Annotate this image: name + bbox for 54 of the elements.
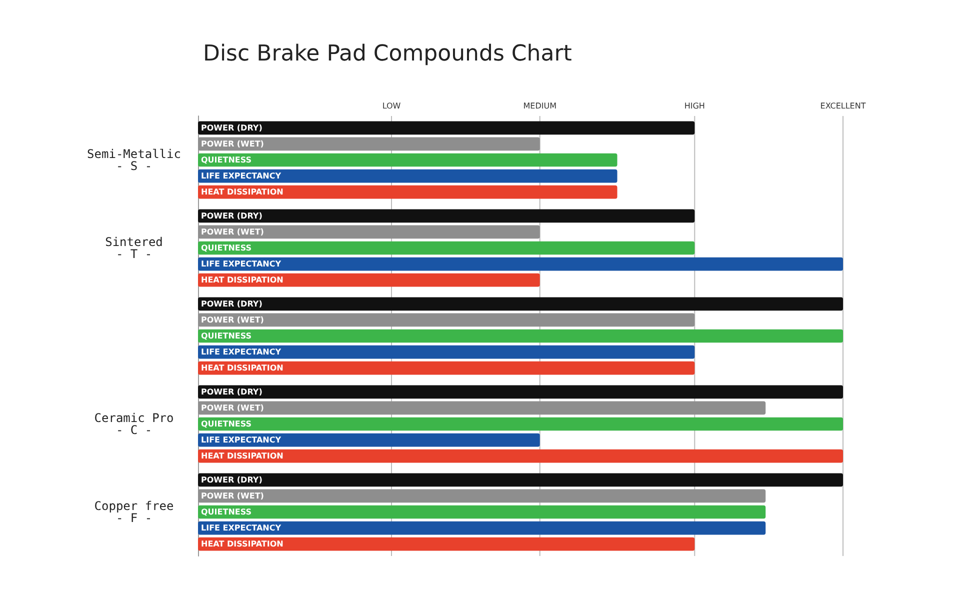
text: POWER (WET) bbox=[201, 227, 264, 236]
text: HEAT DISSIPATION bbox=[201, 452, 284, 461]
series-label: HEAT DISSIPATION bbox=[201, 540, 284, 549]
bar bbox=[198, 121, 695, 135]
text: HEAT DISSIPATION bbox=[201, 364, 284, 373]
bar bbox=[198, 273, 540, 287]
text: HEAT DISSIPATION bbox=[201, 188, 284, 197]
text: LIFE EXPECTANCY bbox=[201, 348, 282, 357]
y-tick-label: Semi-Metallic - S - bbox=[87, 147, 181, 173]
ref-line-label: EXCELLENT bbox=[820, 102, 866, 110]
series-label: POWER (WET) bbox=[201, 315, 264, 324]
chart-title: Disc Brake Pad Compounds Chart bbox=[203, 42, 572, 66]
bar bbox=[198, 297, 843, 311]
text: POWER (WET) bbox=[201, 403, 264, 412]
bar bbox=[198, 169, 618, 183]
text: LIFE EXPECTANCY bbox=[201, 172, 282, 181]
series-label: QUIETNESS bbox=[201, 508, 252, 516]
ref-line-label: HIGH bbox=[684, 102, 705, 110]
bar bbox=[198, 521, 766, 535]
series-label: POWER (DRY) bbox=[201, 123, 262, 132]
text: HEAT DISSIPATION bbox=[201, 276, 284, 285]
y-tick-label: Copper free - F - bbox=[94, 499, 174, 525]
series-label: LIFE EXPECTANCY bbox=[201, 260, 282, 269]
ref-line-label: MEDIUM bbox=[523, 102, 557, 110]
bar bbox=[198, 185, 618, 199]
bar bbox=[198, 537, 695, 551]
text: LIFE EXPECTANCY bbox=[201, 436, 282, 445]
bar bbox=[198, 209, 695, 223]
bar bbox=[198, 241, 695, 255]
bar bbox=[198, 329, 843, 343]
bar bbox=[198, 385, 843, 399]
bar bbox=[198, 345, 695, 359]
text: QUIETNESS bbox=[201, 420, 252, 428]
bar bbox=[198, 257, 843, 271]
text: QUIETNESS bbox=[201, 244, 252, 252]
text: QUIETNESS bbox=[201, 156, 252, 164]
bar bbox=[198, 505, 766, 519]
text: POWER (WET) bbox=[201, 139, 264, 148]
bar bbox=[198, 153, 618, 167]
bar bbox=[198, 473, 843, 487]
y-tick-label: Ceramic Pro - C - bbox=[94, 411, 174, 437]
bar bbox=[198, 449, 843, 463]
ref-line-label: LOW bbox=[382, 102, 401, 110]
y-tick-label: Sintered - T - bbox=[105, 235, 163, 261]
text: POWER (DRY) bbox=[201, 299, 262, 308]
bar bbox=[198, 361, 695, 375]
bar bbox=[198, 417, 843, 431]
text: POWER (DRY) bbox=[201, 211, 262, 220]
text: LIFE EXPECTANCY bbox=[201, 524, 282, 533]
bar bbox=[198, 433, 540, 447]
text: POWER (WET) bbox=[201, 491, 264, 500]
text: QUIETNESS bbox=[201, 332, 252, 340]
text: POWER (DRY) bbox=[201, 475, 262, 484]
text: POWER (DRY) bbox=[201, 387, 262, 396]
